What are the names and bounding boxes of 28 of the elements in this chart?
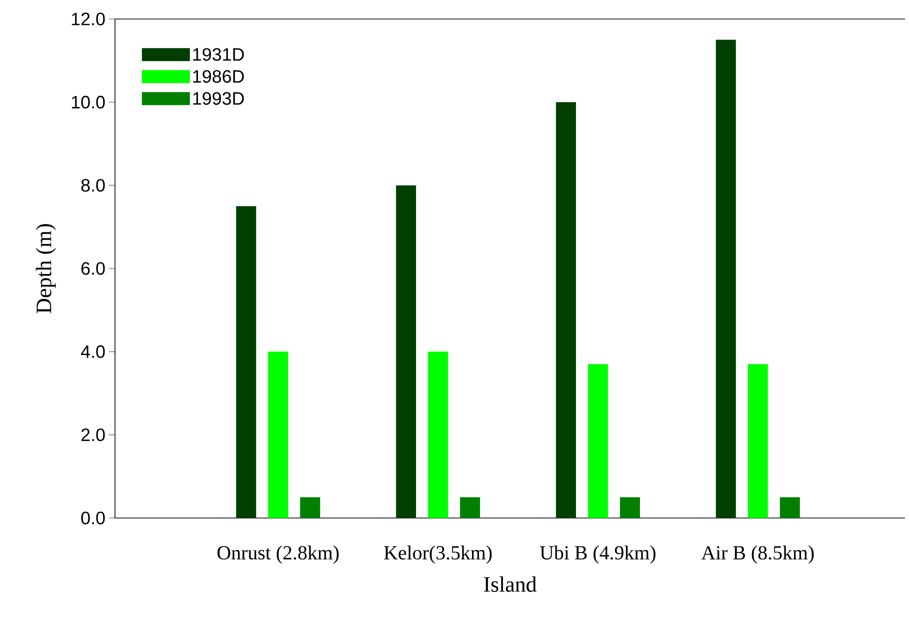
y-tick-label: 8.0 [81,178,105,192]
bar [620,497,640,518]
y-tick-label: 2.0 [81,428,105,442]
bar [428,352,448,518]
y-tick-label: 10.0 [72,96,105,109]
y-tick-label: 0.0 [81,512,105,524]
bar [236,206,256,518]
bar [460,497,480,518]
bar [396,185,416,518]
x-tick-label: Air B (8.5km) [701,546,814,564]
bar [716,40,736,518]
x-axis-title: Island [484,576,537,592]
bar [556,102,576,518]
y-tick-label: 6.0 [81,262,105,275]
y-tick-label: 4.0 [80,345,105,358]
bar [300,497,320,518]
y-tick-label: 12.0 [72,12,105,26]
x-tick-label: Onrust (2.8km) [218,546,339,564]
y-axis-title: Depth (m) [36,224,56,314]
x-tick-label: Kelor(3.5km) [384,546,492,564]
x-tick-label: Ubi B (4.9km) [540,546,656,564]
bar [780,497,800,518]
bar [268,352,288,518]
legend-label: 1993D [193,92,244,105]
legend-label: 1986D [193,70,244,83]
bar [588,364,608,518]
bar [748,364,768,518]
legend-label: 1931D [193,48,244,61]
